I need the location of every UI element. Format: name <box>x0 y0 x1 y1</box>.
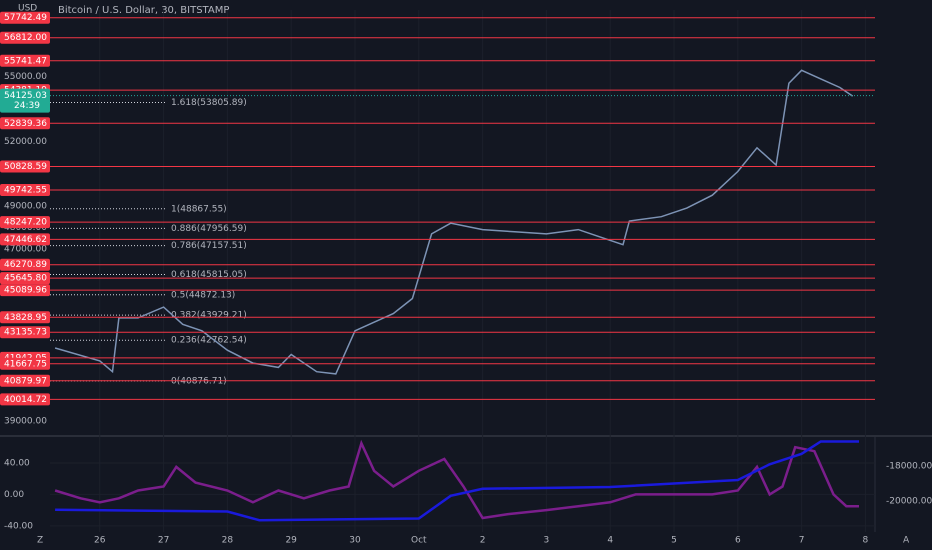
x-tick-label: 28 <box>222 536 234 546</box>
x-tick-label: 6 <box>735 536 741 546</box>
fib-label: 1(48867.55) <box>171 204 227 214</box>
fib-label: 0.886(47956.59) <box>171 224 247 234</box>
x-tick-label: 30 <box>349 536 361 546</box>
level-label: 40879.97 <box>4 376 47 386</box>
level-tag <box>0 284 50 297</box>
level-tag <box>0 117 50 130</box>
x-tick-label: Oct <box>411 536 427 546</box>
x-tick-label: 3 <box>544 536 550 546</box>
level-label: 41667.75 <box>4 359 47 369</box>
level-label: 56812.00 <box>4 33 47 43</box>
x-tick-label: 26 <box>94 536 106 546</box>
level-tag <box>0 160 50 173</box>
chart-title: Bitcoin / U.S. Dollar, 30, BITSTAMP <box>58 5 229 16</box>
y-tick-label: 39000.00 <box>4 417 47 427</box>
fib-label: 0.236(42762.54) <box>171 336 247 346</box>
level-label: 50828.59 <box>4 162 47 172</box>
y2-tick-label: -18000.00 <box>886 462 932 472</box>
level-tag <box>0 258 50 271</box>
x-tick-label: 27 <box>158 536 169 546</box>
level-label: 45089.96 <box>4 286 47 296</box>
series-line <box>54 69 854 375</box>
level-label: 57742.49 <box>4 13 47 23</box>
fib-label: 1.618(53805.89) <box>171 98 247 108</box>
level-tag <box>0 216 50 229</box>
fib-label: 0.618(45815.05) <box>171 270 247 280</box>
currency: USD <box>18 4 37 14</box>
level-tag <box>0 11 50 24</box>
y-tick-label: 0.00 <box>4 490 24 500</box>
y-tick-label: 40.00 <box>4 458 30 468</box>
x-tick-label: 8 <box>863 536 869 546</box>
fib-label: 0(40876.71) <box>171 376 227 386</box>
x-tick-label: 4 <box>607 536 613 546</box>
y-tick-label: -40.00 <box>4 521 33 531</box>
level-tag <box>0 31 50 44</box>
current-price-tag <box>0 88 50 113</box>
level-tag <box>0 233 50 246</box>
y-tick-label: 47000.00 <box>4 244 47 254</box>
x-tick-label: 5 <box>671 536 677 546</box>
current-price-label: 54125.03 <box>4 91 47 101</box>
level-label: 43828.95 <box>4 313 47 323</box>
level-tag <box>0 357 50 370</box>
level-label: 40014.72 <box>4 395 47 405</box>
y-tick-label: 52000.00 <box>4 137 47 147</box>
level-label: 55741.47 <box>4 56 47 66</box>
level-tag <box>0 393 50 406</box>
fib-label: 0.5(44872.13) <box>171 290 235 300</box>
level-label: 49742.55 <box>4 185 47 195</box>
x-tick-label: 7 <box>799 536 805 546</box>
countdown-label: 24:39 <box>14 101 40 111</box>
level-label: 52839.36 <box>4 119 47 129</box>
y-tick-label: 55000.00 <box>4 72 47 82</box>
fib-label: 0.786(47157.51) <box>171 241 247 251</box>
x-tick-label: 2 <box>480 536 486 546</box>
y2-tick-label: -20000.00 <box>886 497 932 507</box>
level-tag <box>0 183 50 196</box>
auto-button[interactable]: A <box>903 536 910 546</box>
level-tag <box>0 374 50 387</box>
level-label: 47446.62 <box>4 235 47 245</box>
level-label: 43135.73 <box>4 328 47 338</box>
level-label: 48247.20 <box>4 218 47 228</box>
level-tag <box>0 272 50 285</box>
level-tag <box>0 326 50 339</box>
level-label: 45645.80 <box>4 274 47 284</box>
y-tick-label: 49000.00 <box>4 201 47 211</box>
level-tag <box>0 311 50 324</box>
level-label: 46270.89 <box>4 260 47 270</box>
series-line <box>54 439 859 520</box>
scale-button[interactable]: Z <box>37 536 43 546</box>
x-tick-label: 29 <box>285 536 297 546</box>
series-line <box>55 440 859 522</box>
fib-label: 0.382(43929.21) <box>171 311 247 321</box>
level-tag <box>0 54 50 67</box>
